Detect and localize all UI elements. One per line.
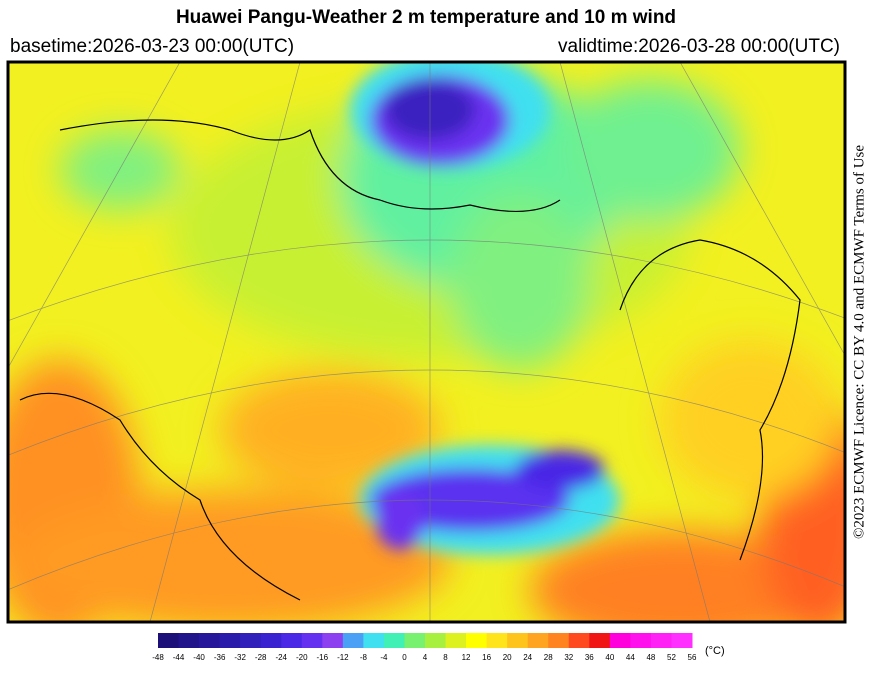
colorbar-tick-label: 4 <box>423 653 428 662</box>
colorbar-tick-label: 20 <box>503 653 512 662</box>
colorbar-swatch <box>322 633 344 648</box>
colorbar-swatch <box>425 633 447 648</box>
colorbar-swatch <box>342 633 364 648</box>
validtime: validtime:2026-03-28 00:00(UTC) <box>558 36 840 57</box>
colorbar-tick-label: 8 <box>443 653 448 662</box>
colorbar-swatch <box>548 633 570 648</box>
colorbar-swatch <box>568 633 590 648</box>
colorbar-tick-label: 24 <box>523 653 532 662</box>
colorbar-tick-label: -16 <box>317 653 329 662</box>
colorbar-swatch <box>609 633 631 648</box>
colorbar-swatch <box>630 633 652 648</box>
colorbar-tick-label: 44 <box>626 653 635 662</box>
colorbar-swatch <box>199 633 221 648</box>
colorbar-tick-label: -12 <box>337 653 349 662</box>
colorbar-unit: (°C) <box>705 645 725 657</box>
colorbar-tick-label: -28 <box>255 653 267 662</box>
colorbar-swatch <box>589 633 611 648</box>
colorbar-swatch <box>671 633 693 648</box>
colorbar-tick-label: -40 <box>193 653 205 662</box>
colorbar-swatch <box>445 633 467 648</box>
colorbar-swatch <box>383 633 405 648</box>
map-frame <box>6 60 847 624</box>
colorbar-tick-label: -4 <box>380 653 388 662</box>
colorbar-tick-label: 0 <box>402 653 407 662</box>
colorbar-swatch <box>281 633 303 648</box>
colorbar-swatch <box>363 633 385 648</box>
colorbar-tick-label: -20 <box>296 653 308 662</box>
colorbar-swatch <box>404 633 426 648</box>
colorbar-tick-label: -24 <box>275 653 287 662</box>
colorbar-tick-label: 16 <box>482 653 491 662</box>
colorbar-tick-label: 28 <box>544 653 553 662</box>
colorbar-swatch <box>527 633 549 648</box>
colorbar-tick-label: 52 <box>667 653 676 662</box>
colorbar-swatch <box>650 633 672 648</box>
colorbar-swatch <box>158 633 180 648</box>
colorbar-swatch <box>240 633 262 648</box>
colorbar-swatch <box>486 633 508 648</box>
colorbar-swatch <box>260 633 282 648</box>
colorbar-tick-label: 48 <box>646 653 655 662</box>
colorbar-swatch <box>507 633 529 648</box>
colorbar-tick-label: 32 <box>564 653 573 662</box>
colorbar-swatch <box>466 633 488 648</box>
colorbar-swatch <box>219 633 241 648</box>
colorbar-tick-label: -36 <box>214 653 226 662</box>
basetime: basetime:2026-03-23 00:00(UTC) <box>10 36 294 57</box>
colorbar-tick-label: -48 <box>152 653 164 662</box>
colorbar-tick-label: -44 <box>173 653 185 662</box>
colorbar-tick-label: 56 <box>688 653 697 662</box>
colorbar: -48 -44 -40 -36 -32 -28 -24 -20 -16 -12 -8 -4 0 4 8 12 1… <box>152 633 697 662</box>
title: Huawei Pangu-Weather 2 m temperature and… <box>176 7 676 28</box>
colorbar-swatch <box>301 633 323 648</box>
temperature-map <box>8 62 845 622</box>
colorbar-tick-label: -32 <box>234 653 246 662</box>
credit: ©2023 ECMWF Licence: CC BY 4.0 and ECMWF… <box>851 145 867 539</box>
colorbar-tick-label: -8 <box>360 653 368 662</box>
colorbar-tick-label: 40 <box>605 653 614 662</box>
colorbar-tick-label: 12 <box>462 653 471 662</box>
colorbar-tick-label: 36 <box>585 653 594 662</box>
colorbar-swatch <box>178 633 200 648</box>
